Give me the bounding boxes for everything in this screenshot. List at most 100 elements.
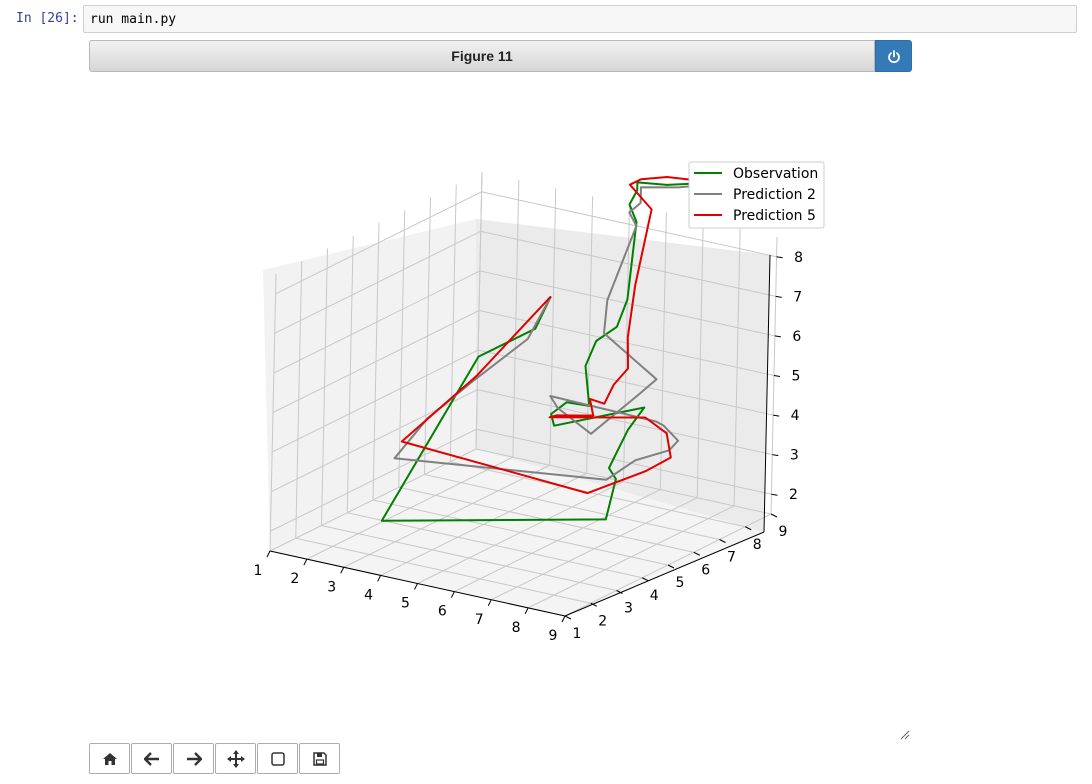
figure-title: Figure 11: [451, 48, 513, 64]
z-tick-label: 6: [792, 329, 801, 345]
save-button[interactable]: [299, 743, 340, 774]
forward-button[interactable]: [173, 743, 214, 774]
axes-panes: [263, 171, 778, 617]
z-tick: [773, 414, 780, 417]
home-button[interactable]: [89, 743, 130, 774]
x-tick-label: 2: [290, 571, 299, 587]
grid-line-y: [372, 499, 669, 566]
x-tick-label: 8: [512, 620, 521, 636]
grid-lines: [269, 171, 778, 617]
x-tick: [487, 599, 492, 606]
grid-line-y: [424, 474, 720, 540]
y-tick-label: 4: [650, 588, 659, 604]
legend: Observation Prediction 2 Prediction 5: [688, 161, 825, 229]
y-tick: [590, 602, 597, 607]
y-tick-label: 5: [676, 575, 685, 591]
x-tick: [561, 615, 566, 623]
x-tick: [377, 575, 382, 582]
close-figure-button[interactable]: [875, 40, 912, 72]
grid-line-z-left: [273, 270, 481, 374]
x-tick-label: 5: [401, 596, 410, 612]
resize-handle-icon[interactable]: [900, 730, 910, 740]
y-tick: [642, 577, 649, 582]
code-input[interactable]: run main.py: [83, 5, 1077, 33]
x-tick: [303, 558, 308, 566]
x-tick-label: 6: [438, 604, 447, 620]
x-tick-label: 4: [364, 587, 373, 603]
y-tick: [667, 564, 675, 569]
x-tick: [450, 591, 455, 598]
forward-arrow-icon: [186, 751, 202, 766]
y-tick-label: 9: [779, 524, 788, 540]
figure-header[interactable]: Figure 11: [89, 40, 875, 72]
grid-line-z: [478, 349, 774, 416]
grid-line-z: [480, 230, 776, 297]
y-tick-label: 3: [624, 601, 633, 617]
z-tick: [774, 335, 781, 338]
series-line-prediction-5: [400, 176, 705, 495]
grid-line-y: [347, 512, 643, 579]
grid-line-y: [475, 448, 772, 515]
back-arrow-icon: [143, 751, 159, 766]
x-tick: [266, 550, 271, 558]
grid-line-z: [476, 428, 772, 495]
x-tick-label: 3: [327, 579, 336, 595]
y-tick-label: 1: [573, 626, 582, 642]
grid-line-z: [477, 389, 773, 456]
grid-line-y: [321, 525, 617, 591]
grid-line-z-left: [271, 349, 479, 453]
power-icon: [888, 50, 900, 64]
x-tick: [340, 567, 345, 574]
series-line-observation: [380, 181, 716, 522]
floor-pane: [270, 449, 764, 616]
y-tick: [770, 513, 778, 518]
code-text: run main.py: [90, 12, 177, 27]
z-tick-label: 5: [792, 369, 801, 385]
data-lines: [380, 176, 716, 522]
x-tick-label: 9: [549, 628, 558, 644]
z-tick-label: 8: [794, 250, 803, 266]
z-tick: [775, 295, 782, 298]
y-tick: [745, 526, 752, 531]
y-tick-label: 6: [701, 562, 710, 578]
zoom-rect-icon: [270, 751, 285, 766]
y-tick: [719, 539, 726, 543]
back-button[interactable]: [131, 743, 172, 774]
x-tick: [414, 583, 418, 590]
legend-label: Prediction 5: [733, 208, 816, 224]
grid-line-y: [295, 537, 591, 604]
legend-label: Prediction 2: [733, 187, 816, 203]
pan-move-icon: [226, 749, 245, 768]
z-tick: [773, 375, 781, 377]
z-tick-label: 4: [791, 408, 800, 424]
y-tick: [564, 615, 572, 620]
series-line-prediction-2: [393, 184, 705, 481]
z-tick: [771, 493, 778, 496]
z-tick-label: 3: [790, 448, 799, 464]
y-tick-label: 8: [753, 537, 762, 553]
save-floppy-icon: [312, 751, 327, 766]
home-icon: [102, 752, 117, 765]
legend-label: Observation: [733, 166, 818, 182]
z-tick: [776, 256, 783, 259]
y-tick-label: 7: [727, 550, 736, 566]
z-tick: [772, 454, 779, 457]
grid-line-z-left: [270, 428, 477, 532]
cell-prompt: In [26]:: [16, 11, 79, 26]
zoom-rect-button[interactable]: [257, 743, 298, 774]
pan-button[interactable]: [215, 743, 256, 774]
z-tick-label: 2: [789, 487, 798, 503]
x-tick: [524, 607, 529, 615]
grid-line-z: [479, 270, 775, 337]
grid-line-z-left: [275, 191, 482, 295]
left-pane: [263, 219, 476, 551]
x-tick-label: 7: [475, 612, 484, 628]
z-tick-label: 7: [793, 289, 802, 305]
grid-line-y: [450, 461, 746, 528]
grid-line-z: [481, 191, 777, 258]
legend-box: [688, 161, 825, 229]
figure-toolbar: [89, 743, 341, 775]
x-tick-label: 1: [254, 563, 263, 579]
